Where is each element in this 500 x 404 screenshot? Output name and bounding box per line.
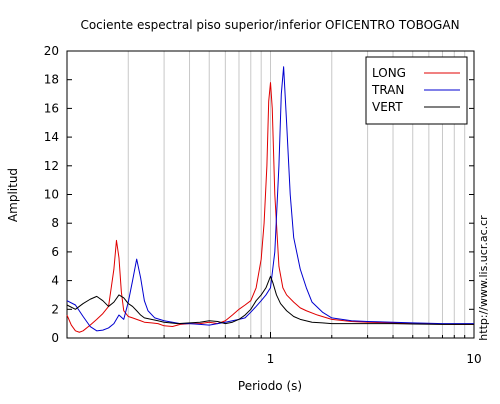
legend-label: VERT xyxy=(372,100,403,114)
x-tick-label: 1 xyxy=(267,352,275,366)
legend: LONG TRAN VERT xyxy=(365,56,468,125)
legend-label: LONG xyxy=(372,66,406,80)
y-axis-label: Amplitud xyxy=(6,168,20,222)
series-line-tran xyxy=(66,66,474,332)
y-tick-label: 16 xyxy=(44,101,59,115)
y-tick-label: 14 xyxy=(44,130,59,144)
x-tick-label: 10 xyxy=(466,352,481,366)
y-tick-label: 6 xyxy=(51,245,59,259)
chart-title: Cociente espectral piso superior/inferio… xyxy=(80,18,459,32)
x-axis-label: Periodo (s) xyxy=(238,379,302,393)
y-tick-label: 4 xyxy=(51,274,59,288)
series-line-vert xyxy=(66,275,474,325)
series-lines xyxy=(66,66,474,333)
lis-url-label: http://www.lis.ucr.ac.cr xyxy=(477,215,490,341)
y-tick-label: 0 xyxy=(51,331,59,345)
y-tick-label: 10 xyxy=(44,188,59,202)
y-tick-label: 18 xyxy=(44,73,59,87)
x-axis-ticks: 1 10 xyxy=(66,332,482,366)
y-tick-label: 12 xyxy=(44,159,59,173)
y-tick-label: 8 xyxy=(51,216,59,230)
legend-label: TRAN xyxy=(371,83,404,97)
y-tick-label: 2 xyxy=(51,302,59,316)
y-tick-label: 20 xyxy=(44,44,59,58)
y-axis-ticks: 0 2 4 6 8 10 12 14 16 18 20 xyxy=(44,44,474,345)
